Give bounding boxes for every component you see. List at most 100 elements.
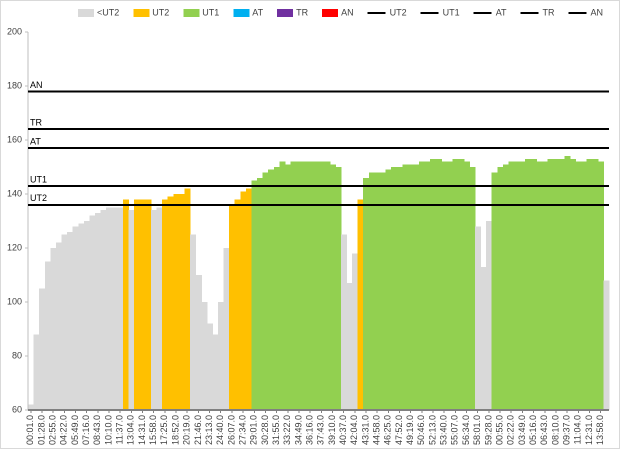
hr-bar <box>28 404 35 410</box>
x-tick-label: 30:28.0 <box>260 415 270 445</box>
hr-bar <box>279 161 286 410</box>
hr-bar <box>391 167 398 410</box>
x-tick-label: 13:04.0 <box>126 415 136 445</box>
hr-bar <box>162 199 169 410</box>
hr-bar <box>111 207 118 410</box>
hr-bar <box>190 234 197 410</box>
hr-bar <box>352 253 359 410</box>
legend-label: AT <box>252 7 263 17</box>
x-tick-label: 23:13.0 <box>204 415 214 445</box>
legend-label: TR <box>543 7 555 17</box>
hr-bar <box>262 172 269 410</box>
hr-bar <box>419 161 426 410</box>
legend-label: AT <box>496 7 507 17</box>
x-tick-label: 46:25.0 <box>383 415 393 445</box>
hr-bar <box>402 164 409 410</box>
x-tick-label: 47:52.0 <box>394 415 404 445</box>
hr-bar <box>597 161 605 410</box>
x-tick-label: 04:22.0 <box>59 415 69 445</box>
x-tick-label: 11:04.0 <box>573 415 583 444</box>
hr-bar <box>536 161 543 410</box>
hr-bar <box>290 161 297 410</box>
hr-bar <box>55 242 63 410</box>
hr-bar <box>569 158 577 410</box>
hr-bar <box>195 275 202 410</box>
hr-bar <box>502 164 510 410</box>
legend-label: UT1 <box>202 7 219 17</box>
hr-bar <box>491 172 498 410</box>
y-tick-label: 160 <box>7 134 22 144</box>
hr-bar <box>318 161 325 410</box>
x-tick-label: 27:34.0 <box>237 415 247 445</box>
hr-bar <box>586 158 593 410</box>
hr-bar <box>78 223 85 410</box>
hr-bar <box>44 261 51 410</box>
hr-bar <box>486 221 493 410</box>
x-tick-label: 14:31.0 <box>137 415 147 445</box>
hr-bar <box>50 248 57 410</box>
hr-bar <box>67 231 74 410</box>
hr-bar <box>284 164 292 410</box>
x-tick-label: 11:37.0 <box>115 415 125 444</box>
x-tick-label: 18:52.0 <box>170 415 180 445</box>
y-tick-label: 140 <box>7 188 22 198</box>
hr-bar <box>206 323 213 410</box>
hr-bar <box>39 288 46 410</box>
hr-bar <box>413 164 420 410</box>
x-tick-label: 01:28.0 <box>36 415 46 445</box>
hr-bar <box>122 199 130 410</box>
hr-bar <box>139 199 146 410</box>
hr-bar <box>340 234 348 410</box>
hr-bar <box>435 158 443 410</box>
x-tick-label: 20:19.0 <box>182 415 192 445</box>
hr-bar <box>424 161 431 410</box>
hr-bar <box>61 234 68 410</box>
hr-bar <box>329 164 336 410</box>
hr-bar <box>223 248 230 410</box>
x-tick-label: 42:04.0 <box>349 415 359 445</box>
hr-bar <box>240 191 247 410</box>
x-tick-label: 05:16.0 <box>528 415 538 445</box>
hr-bar <box>363 177 370 410</box>
x-tick-label: 40:37.0 <box>338 415 348 445</box>
hr-bar <box>106 207 113 410</box>
hr-bar <box>508 161 515 410</box>
hr-bar <box>324 161 331 410</box>
hr-bar <box>446 161 454 410</box>
hr-bar <box>519 161 526 410</box>
hr-bar <box>150 210 158 410</box>
hr-bar <box>441 161 448 410</box>
hr-bar <box>525 158 532 410</box>
legend-swatch <box>322 9 339 17</box>
hr-bar <box>145 199 152 410</box>
threshold-label: UT1 <box>30 174 47 184</box>
hr-bar <box>514 161 521 410</box>
hr-bar <box>134 199 141 410</box>
hr-bar <box>541 161 549 410</box>
hr-bar <box>156 207 163 410</box>
x-tick-label: 26:07.0 <box>226 415 236 445</box>
legend-label: UT2 <box>390 7 407 17</box>
hr-bar <box>100 210 107 410</box>
x-tick-label: 29:01.0 <box>249 415 259 445</box>
x-tick-label: 43:31.0 <box>360 415 370 445</box>
hr-bar <box>530 158 537 410</box>
x-tick-label: 50:46.0 <box>416 415 426 445</box>
hr-bar <box>307 161 314 410</box>
hr-bar <box>463 161 470 410</box>
legend-swatch <box>183 9 200 17</box>
hr-bar <box>357 199 364 410</box>
x-tick-label: 31:55.0 <box>271 415 281 445</box>
hr-bar <box>296 161 303 410</box>
hr-bar <box>167 196 174 410</box>
hr-bar <box>128 210 135 410</box>
hr-bar <box>592 158 599 410</box>
legend-label: <UT2 <box>97 7 119 17</box>
legend-label: TR <box>296 7 308 17</box>
hr-bar <box>251 180 258 410</box>
hr-bar <box>312 161 320 410</box>
threshold-label: AN <box>30 80 43 90</box>
hr-bar <box>480 266 487 410</box>
legend-label: AN <box>591 7 604 17</box>
x-tick-label: 08:43.0 <box>92 415 102 445</box>
